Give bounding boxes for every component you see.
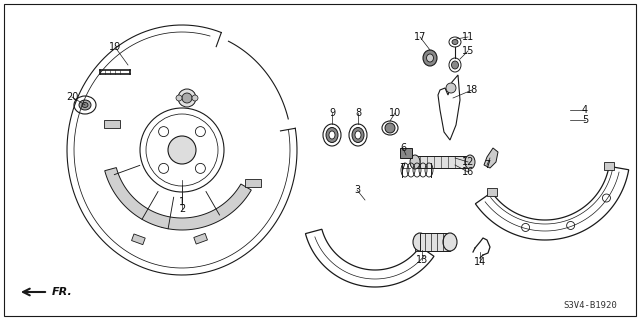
Ellipse shape xyxy=(451,61,458,69)
Bar xyxy=(415,156,470,168)
Text: 15: 15 xyxy=(462,46,474,56)
Text: 1: 1 xyxy=(179,197,185,207)
Circle shape xyxy=(176,95,182,101)
Text: 11: 11 xyxy=(462,32,474,42)
Text: 5: 5 xyxy=(582,115,588,125)
Text: 10: 10 xyxy=(389,108,401,118)
Ellipse shape xyxy=(410,155,420,169)
Ellipse shape xyxy=(352,127,364,142)
Circle shape xyxy=(446,83,456,93)
Ellipse shape xyxy=(323,124,341,146)
Text: 4: 4 xyxy=(582,105,588,115)
Text: 12: 12 xyxy=(462,157,474,167)
Text: S3V4-B1920: S3V4-B1920 xyxy=(563,300,617,309)
Ellipse shape xyxy=(452,39,458,44)
Bar xyxy=(420,233,450,251)
Text: 16: 16 xyxy=(462,167,474,177)
Circle shape xyxy=(168,136,196,164)
Bar xyxy=(604,162,614,170)
Bar xyxy=(415,243,427,251)
Ellipse shape xyxy=(465,155,475,169)
Polygon shape xyxy=(438,75,460,140)
Ellipse shape xyxy=(329,131,335,139)
Text: 14: 14 xyxy=(474,257,486,267)
Circle shape xyxy=(159,127,168,137)
Text: 6: 6 xyxy=(400,143,406,153)
Ellipse shape xyxy=(74,96,96,114)
Text: 8: 8 xyxy=(355,108,361,118)
Text: 17: 17 xyxy=(414,32,426,42)
Bar xyxy=(487,188,497,196)
Circle shape xyxy=(522,223,529,231)
Text: 19: 19 xyxy=(109,42,121,52)
Text: 3: 3 xyxy=(354,185,360,195)
Polygon shape xyxy=(484,148,498,168)
Circle shape xyxy=(385,123,395,133)
Bar xyxy=(132,234,145,245)
Ellipse shape xyxy=(413,233,427,251)
Bar xyxy=(400,148,412,158)
Circle shape xyxy=(159,164,168,173)
Circle shape xyxy=(140,108,224,192)
Text: 18: 18 xyxy=(466,85,478,95)
Ellipse shape xyxy=(449,58,461,72)
Text: 13: 13 xyxy=(416,255,428,265)
Polygon shape xyxy=(476,166,628,240)
Text: 7: 7 xyxy=(399,163,405,173)
Circle shape xyxy=(195,127,205,137)
Ellipse shape xyxy=(423,50,437,66)
Text: 9: 9 xyxy=(329,108,335,118)
Ellipse shape xyxy=(449,37,461,47)
Text: FR.: FR. xyxy=(52,287,73,297)
Circle shape xyxy=(195,164,205,173)
Polygon shape xyxy=(305,229,434,287)
Bar xyxy=(244,179,260,187)
Circle shape xyxy=(602,194,611,202)
Ellipse shape xyxy=(79,100,91,110)
Bar xyxy=(161,219,175,227)
Ellipse shape xyxy=(355,131,361,139)
Ellipse shape xyxy=(349,124,367,146)
Ellipse shape xyxy=(443,233,457,251)
Text: 2: 2 xyxy=(179,204,185,214)
Circle shape xyxy=(182,93,192,103)
Bar xyxy=(194,233,207,244)
Circle shape xyxy=(192,95,198,101)
Ellipse shape xyxy=(382,121,398,135)
Text: 7: 7 xyxy=(484,160,490,170)
Ellipse shape xyxy=(326,127,338,142)
Circle shape xyxy=(178,89,196,107)
Circle shape xyxy=(566,221,575,229)
Ellipse shape xyxy=(426,54,433,62)
Text: 20: 20 xyxy=(66,92,78,102)
Bar xyxy=(104,120,120,128)
Ellipse shape xyxy=(82,102,88,108)
Polygon shape xyxy=(105,168,252,230)
